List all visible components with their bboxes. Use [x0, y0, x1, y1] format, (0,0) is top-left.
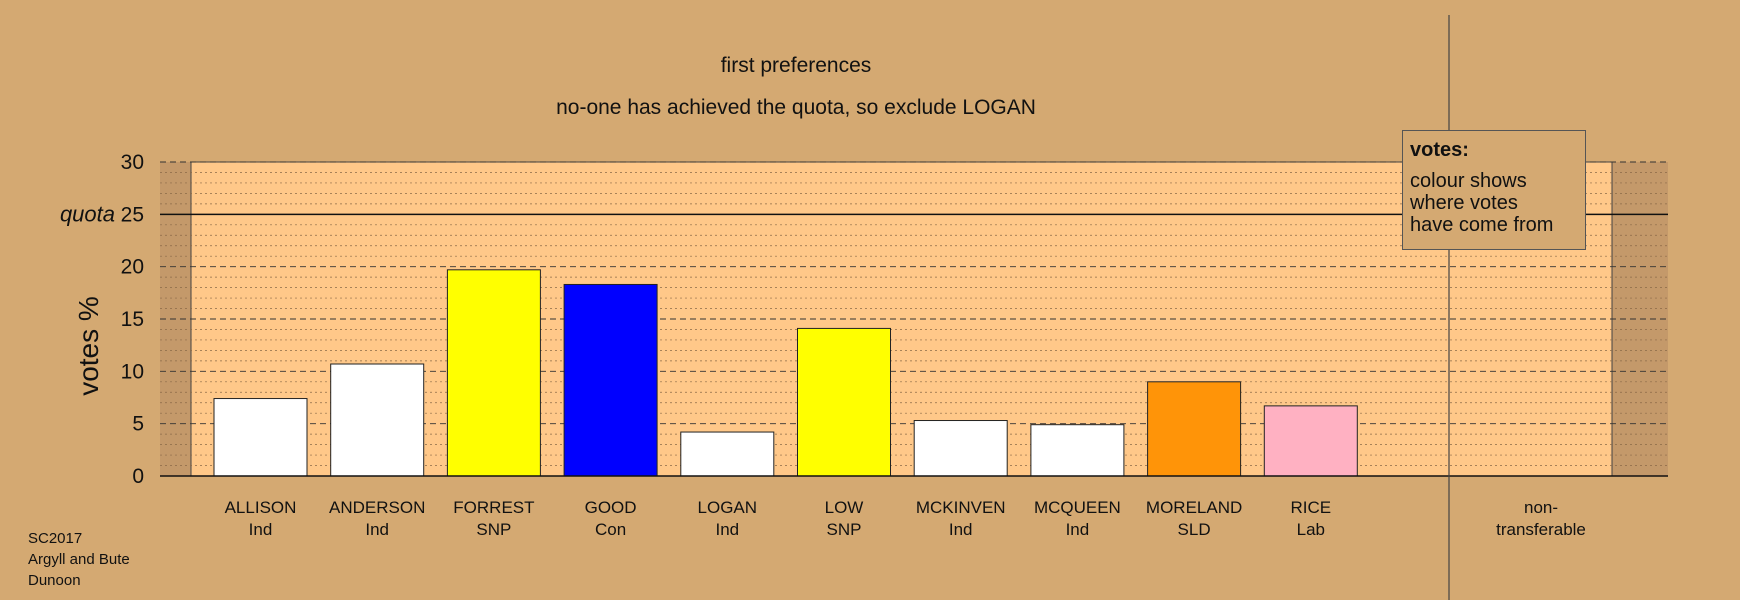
x-tick-party: SNP	[476, 520, 511, 539]
bar-low	[797, 327, 891, 477]
bar-moreland	[1147, 381, 1242, 477]
x-tick-name: ANDERSON	[329, 498, 425, 517]
x-tick-party: Con	[595, 520, 626, 539]
legend-line: have come from	[1410, 214, 1554, 236]
footer-election: SC2017	[28, 530, 83, 547]
x-tick-name: MORELAND	[1146, 498, 1242, 517]
x-tick-name: MCKINVEN	[916, 498, 1006, 517]
bar-anderson	[330, 363, 425, 477]
x-tick-name: LOW	[825, 498, 864, 517]
y-tick-label: 10	[121, 360, 144, 383]
legend-line: where votes	[1410, 192, 1518, 214]
x-tick-party: Ind	[365, 520, 389, 539]
bar-rice	[1263, 405, 1358, 477]
y-tick-label: 20	[121, 256, 144, 279]
x-tick-party: Lab	[1297, 520, 1325, 539]
bar-logan	[680, 431, 775, 477]
x-tick-name: LOGAN	[698, 498, 758, 517]
bar-forrest	[446, 269, 541, 477]
x-tick-party: Ind	[715, 520, 739, 539]
bar-mcqueen	[1030, 424, 1125, 477]
footer-ward: Dunoon	[28, 572, 81, 589]
quota-label: quota	[60, 201, 115, 226]
x-tick-nontransferable: non-	[1524, 498, 1558, 517]
y-axis-label: votes %	[73, 296, 104, 396]
bar-good	[563, 283, 658, 477]
bar-mckinven	[913, 420, 1008, 477]
legend: votes: colour shows where votes have com…	[1402, 130, 1586, 250]
y-tick-label: 0	[132, 465, 144, 488]
chart-subtitle: no-one has achieved the quota, so exclud…	[556, 96, 1036, 119]
y-tick-label: 25	[121, 203, 144, 226]
footer-council: Argyll and Bute	[28, 551, 130, 568]
x-tick-nontransferable: transferable	[1496, 520, 1586, 539]
x-tick-name: RICE	[1290, 498, 1331, 517]
y-tick-label: 5	[132, 413, 144, 436]
bar-allison	[213, 398, 308, 477]
y-tick-label: 30	[121, 151, 144, 174]
legend-line: colour shows	[1410, 170, 1527, 192]
x-tick-name: GOOD	[585, 498, 637, 517]
x-tick-party: Ind	[949, 520, 973, 539]
y-tick-label: 15	[121, 308, 144, 331]
x-tick-party: SNP	[827, 520, 862, 539]
x-tick-party: Ind	[249, 520, 273, 539]
chart-title: first preferences	[720, 54, 872, 77]
x-tick-name: MCQUEEN	[1034, 498, 1121, 517]
x-tick-party: Ind	[1066, 520, 1090, 539]
x-tick-name: FORREST	[453, 498, 534, 517]
x-tick-name: ALLISON	[225, 498, 297, 517]
legend-title: votes:	[1410, 139, 1469, 161]
x-tick-party: SLD	[1178, 520, 1211, 539]
